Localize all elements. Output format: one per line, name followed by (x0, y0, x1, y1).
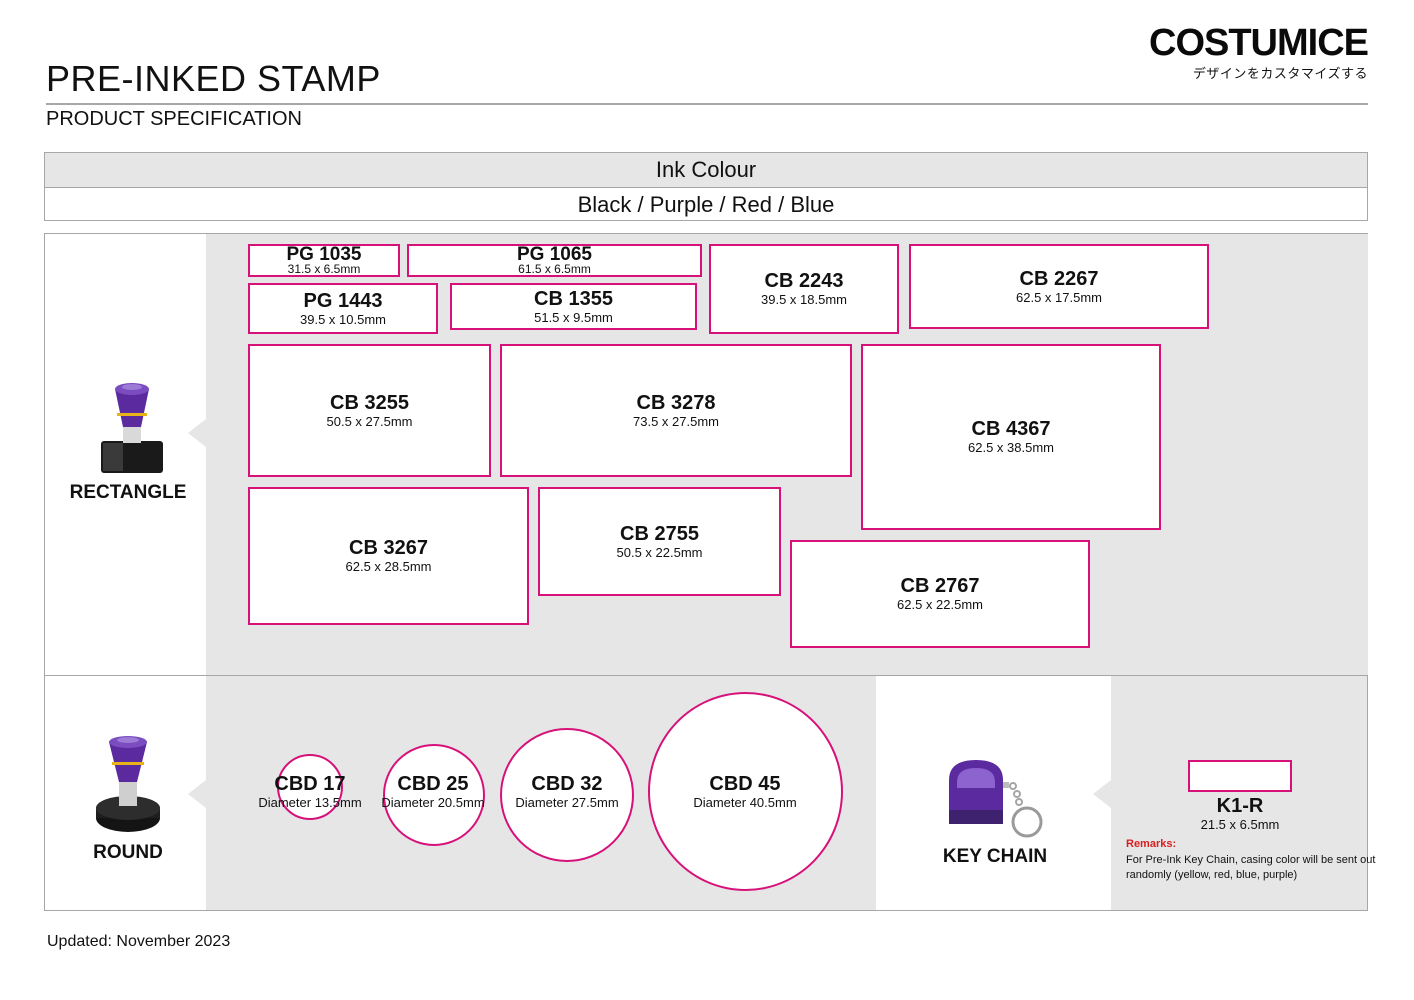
circle-cbd32 (500, 728, 634, 862)
stamp-cb2267: CB 2267 62.5 x 17.5mm (909, 244, 1209, 329)
circle-cbd25 (383, 744, 485, 846)
stamp-cb3255: CB 3255 50.5 x 27.5mm (248, 344, 491, 477)
page-title: PRE-INKED STAMP (46, 58, 381, 99)
stamp-pg1065: PG 1065 61.5 x 6.5mm (407, 244, 702, 277)
keychain-pointer (1093, 780, 1111, 808)
remarks-heading: Remarks: (1126, 838, 1177, 850)
ink-colour-label: Ink Colour (45, 153, 1367, 188)
ink-colour-value: Black / Purple / Red / Blue (577, 191, 835, 217)
stamp-pg1035: PG 1035 31.5 x 6.5mm (248, 244, 400, 277)
stamp-cb2767: CB 2767 62.5 x 22.5mm (790, 540, 1090, 648)
rectangle-pointer (188, 419, 206, 447)
stamp-cb3278: CB 3278 73.5 x 27.5mm (500, 344, 852, 477)
label-cbd17: CBD 17 Diameter 13.5mm (258, 773, 362, 811)
keychain-area (1111, 676, 1367, 910)
keychain-label: KEY CHAIN (942, 846, 1048, 867)
header-divider (46, 103, 1368, 105)
stamp-cb2243: CB 2243 39.5 x 18.5mm (709, 244, 899, 334)
label-cbd25: CBD 25 Diameter 20.5mm (381, 773, 485, 811)
spec-panel: RECTANGLE ROUND KEY CHAIN PG 1035 31.5 x… (44, 233, 1375, 911)
label-cbd45: CBD 45 Diameter 40.5mm (693, 773, 797, 811)
brand-name: COSTUMICE (1149, 22, 1369, 64)
remarks-block: Remarks: For Pre-Ink Key Chain, casing c… (1126, 838, 1376, 883)
rectangle-label: RECTANGLE (69, 482, 187, 503)
round-label: ROUND (93, 842, 163, 863)
brand-logo: COSTUMICE デザインをカスタマイズする (1149, 22, 1369, 82)
round-pointer (188, 780, 206, 808)
stamp-cb1355: CB 1355 51.5 x 9.5mm (450, 283, 697, 330)
round-stamp-icon (96, 736, 160, 832)
stamp-cb4367: CB 4367 62.5 x 38.5mm (861, 344, 1161, 530)
page-subtitle: PRODUCT SPECIFICATION (46, 108, 302, 130)
stamp-pg1443: PG 1443 39.5 x 10.5mm (248, 283, 438, 334)
label-cbd32: CBD 32 Diameter 27.5mm (515, 773, 619, 811)
updated-date: Updated: November 2023 (47, 933, 231, 950)
ink-colour-table: Ink Colour Black / Purple / Red / Blue (44, 152, 1368, 221)
keychain-stamp-icon (949, 760, 1043, 838)
row-divider (45, 675, 1367, 676)
stamp-cb3267: CB 3267 62.5 x 28.5mm (248, 487, 529, 625)
label-k1r: K1-R 21.5 x 6.5mm (1200, 795, 1280, 833)
brand-tagline: デザインをカスタマイズする (1192, 66, 1368, 81)
remarks-text: For Pre-Ink Key Chain, casing color will… (1126, 854, 1376, 881)
stamp-cb2755: CB 2755 50.5 x 22.5mm (538, 487, 781, 596)
stamp-k1r (1188, 760, 1292, 792)
circle-cbd45 (648, 692, 843, 891)
circle-cbd17 (277, 754, 343, 820)
rectangle-stamp-icon (101, 383, 163, 473)
